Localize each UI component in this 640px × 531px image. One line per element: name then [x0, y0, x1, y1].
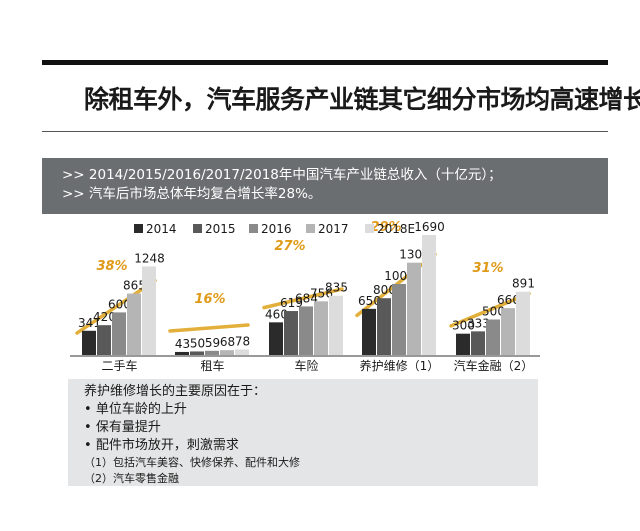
data-label: 500	[482, 304, 505, 318]
legend-swatch	[249, 224, 258, 233]
notes-bullet-text: 配件市场放开，刺激需求	[95, 438, 239, 453]
data-label: 300	[452, 319, 475, 333]
bar	[377, 298, 391, 355]
data-label: 68	[220, 335, 235, 349]
data-label: 891	[512, 277, 535, 291]
category-label: 二手车	[101, 358, 137, 373]
bar	[501, 308, 515, 355]
top-rule	[42, 60, 608, 65]
data-label: 865	[123, 279, 146, 293]
bar	[329, 295, 343, 355]
bar	[456, 333, 470, 355]
notes-bullet-text: 单位车龄的上升	[95, 402, 187, 417]
legend-swatch	[134, 224, 143, 233]
bar	[190, 351, 204, 355]
data-label: 341	[78, 316, 101, 330]
bar	[314, 301, 328, 355]
bar	[269, 322, 283, 355]
page-title: 除租车外，汽车服务产业链其它细分市场均高速增长	[84, 85, 640, 114]
bar	[471, 331, 485, 355]
data-label: 460	[265, 307, 288, 321]
bar	[486, 319, 500, 355]
bar	[422, 235, 436, 355]
bar	[127, 293, 141, 355]
category-label: 汽车金融（2）	[454, 358, 534, 373]
growth-trend-line	[168, 323, 250, 333]
data-label: 660	[497, 293, 520, 307]
data-label: 1248	[134, 251, 165, 265]
bar	[235, 349, 249, 355]
data-label: 420	[93, 310, 116, 324]
data-label: 78	[235, 334, 250, 348]
legend-label: 2016	[261, 222, 292, 236]
legend-swatch	[193, 224, 202, 233]
bar	[299, 306, 313, 355]
title-rule	[42, 131, 608, 132]
header-line-2: >> 汽车后市场总体年均复合增长率28%。	[62, 186, 322, 202]
data-label: 619	[280, 296, 303, 310]
bar	[284, 311, 298, 355]
bar	[142, 266, 156, 355]
category-label: 租车	[200, 358, 224, 373]
data-label: 59	[205, 336, 220, 350]
category-label: 车险	[294, 358, 318, 373]
notes-heading: 养护维修增长的主要原因在于：	[84, 384, 267, 399]
bar	[82, 330, 96, 355]
category-label: 养护维修（1）	[360, 358, 440, 373]
growth-trend-line	[262, 287, 344, 310]
bar	[205, 350, 219, 355]
growth-label: 27%	[274, 239, 305, 254]
legend-swatch	[306, 224, 315, 233]
data-label: 800	[373, 283, 396, 297]
notes-footnote: （1）包括汽车美容、快修保养、配件和大修	[84, 456, 300, 469]
legend-label: 2018E	[377, 222, 415, 236]
notes-bullet: • 单位车龄的上升	[84, 402, 187, 417]
data-label: 684	[295, 291, 318, 305]
data-label: 600	[108, 297, 131, 311]
notes-box: 养护维修增长的主要原因在于： • 单位车龄的上升 • 保有量提升 • 配件市场放…	[68, 379, 538, 486]
bar	[362, 308, 376, 355]
data-label: 50	[190, 336, 205, 350]
legend-swatch	[365, 224, 374, 233]
growth-label: 16%	[194, 292, 225, 307]
data-label: 333	[467, 316, 490, 330]
header-line-1: >> 2014/2015/2016/2017/2018年中国汽车产业链总收入（十…	[62, 167, 502, 183]
data-label: 650	[358, 294, 381, 308]
bar	[175, 351, 189, 355]
data-label: 756	[310, 286, 333, 300]
data-label: 835	[325, 281, 348, 295]
notes-bullet: • 配件市场放开，刺激需求	[84, 438, 239, 453]
growth-label: 38%	[96, 259, 127, 274]
notes-bullet-text: 保有量提升	[95, 420, 161, 435]
chart-header-box: >> 2014/2015/2016/2017/2018年中国汽车产业链总收入（十…	[42, 158, 608, 214]
bar	[516, 291, 530, 355]
bar	[392, 283, 406, 355]
bar	[407, 262, 421, 355]
growth-label: 29%	[370, 220, 401, 235]
data-label: 43	[175, 337, 190, 351]
notes-bullet: • 保有量提升	[84, 420, 161, 435]
growth-label: 31%	[472, 261, 503, 276]
bar	[220, 350, 234, 355]
bar	[97, 325, 111, 355]
data-label: 1690	[414, 220, 445, 234]
legend-label: 2014	[146, 222, 177, 236]
bar	[112, 312, 126, 355]
notes-footnote: （2）汽车零售金融	[84, 472, 179, 485]
legend-label: 2015	[205, 222, 236, 236]
legend-label: 2017	[318, 222, 349, 236]
